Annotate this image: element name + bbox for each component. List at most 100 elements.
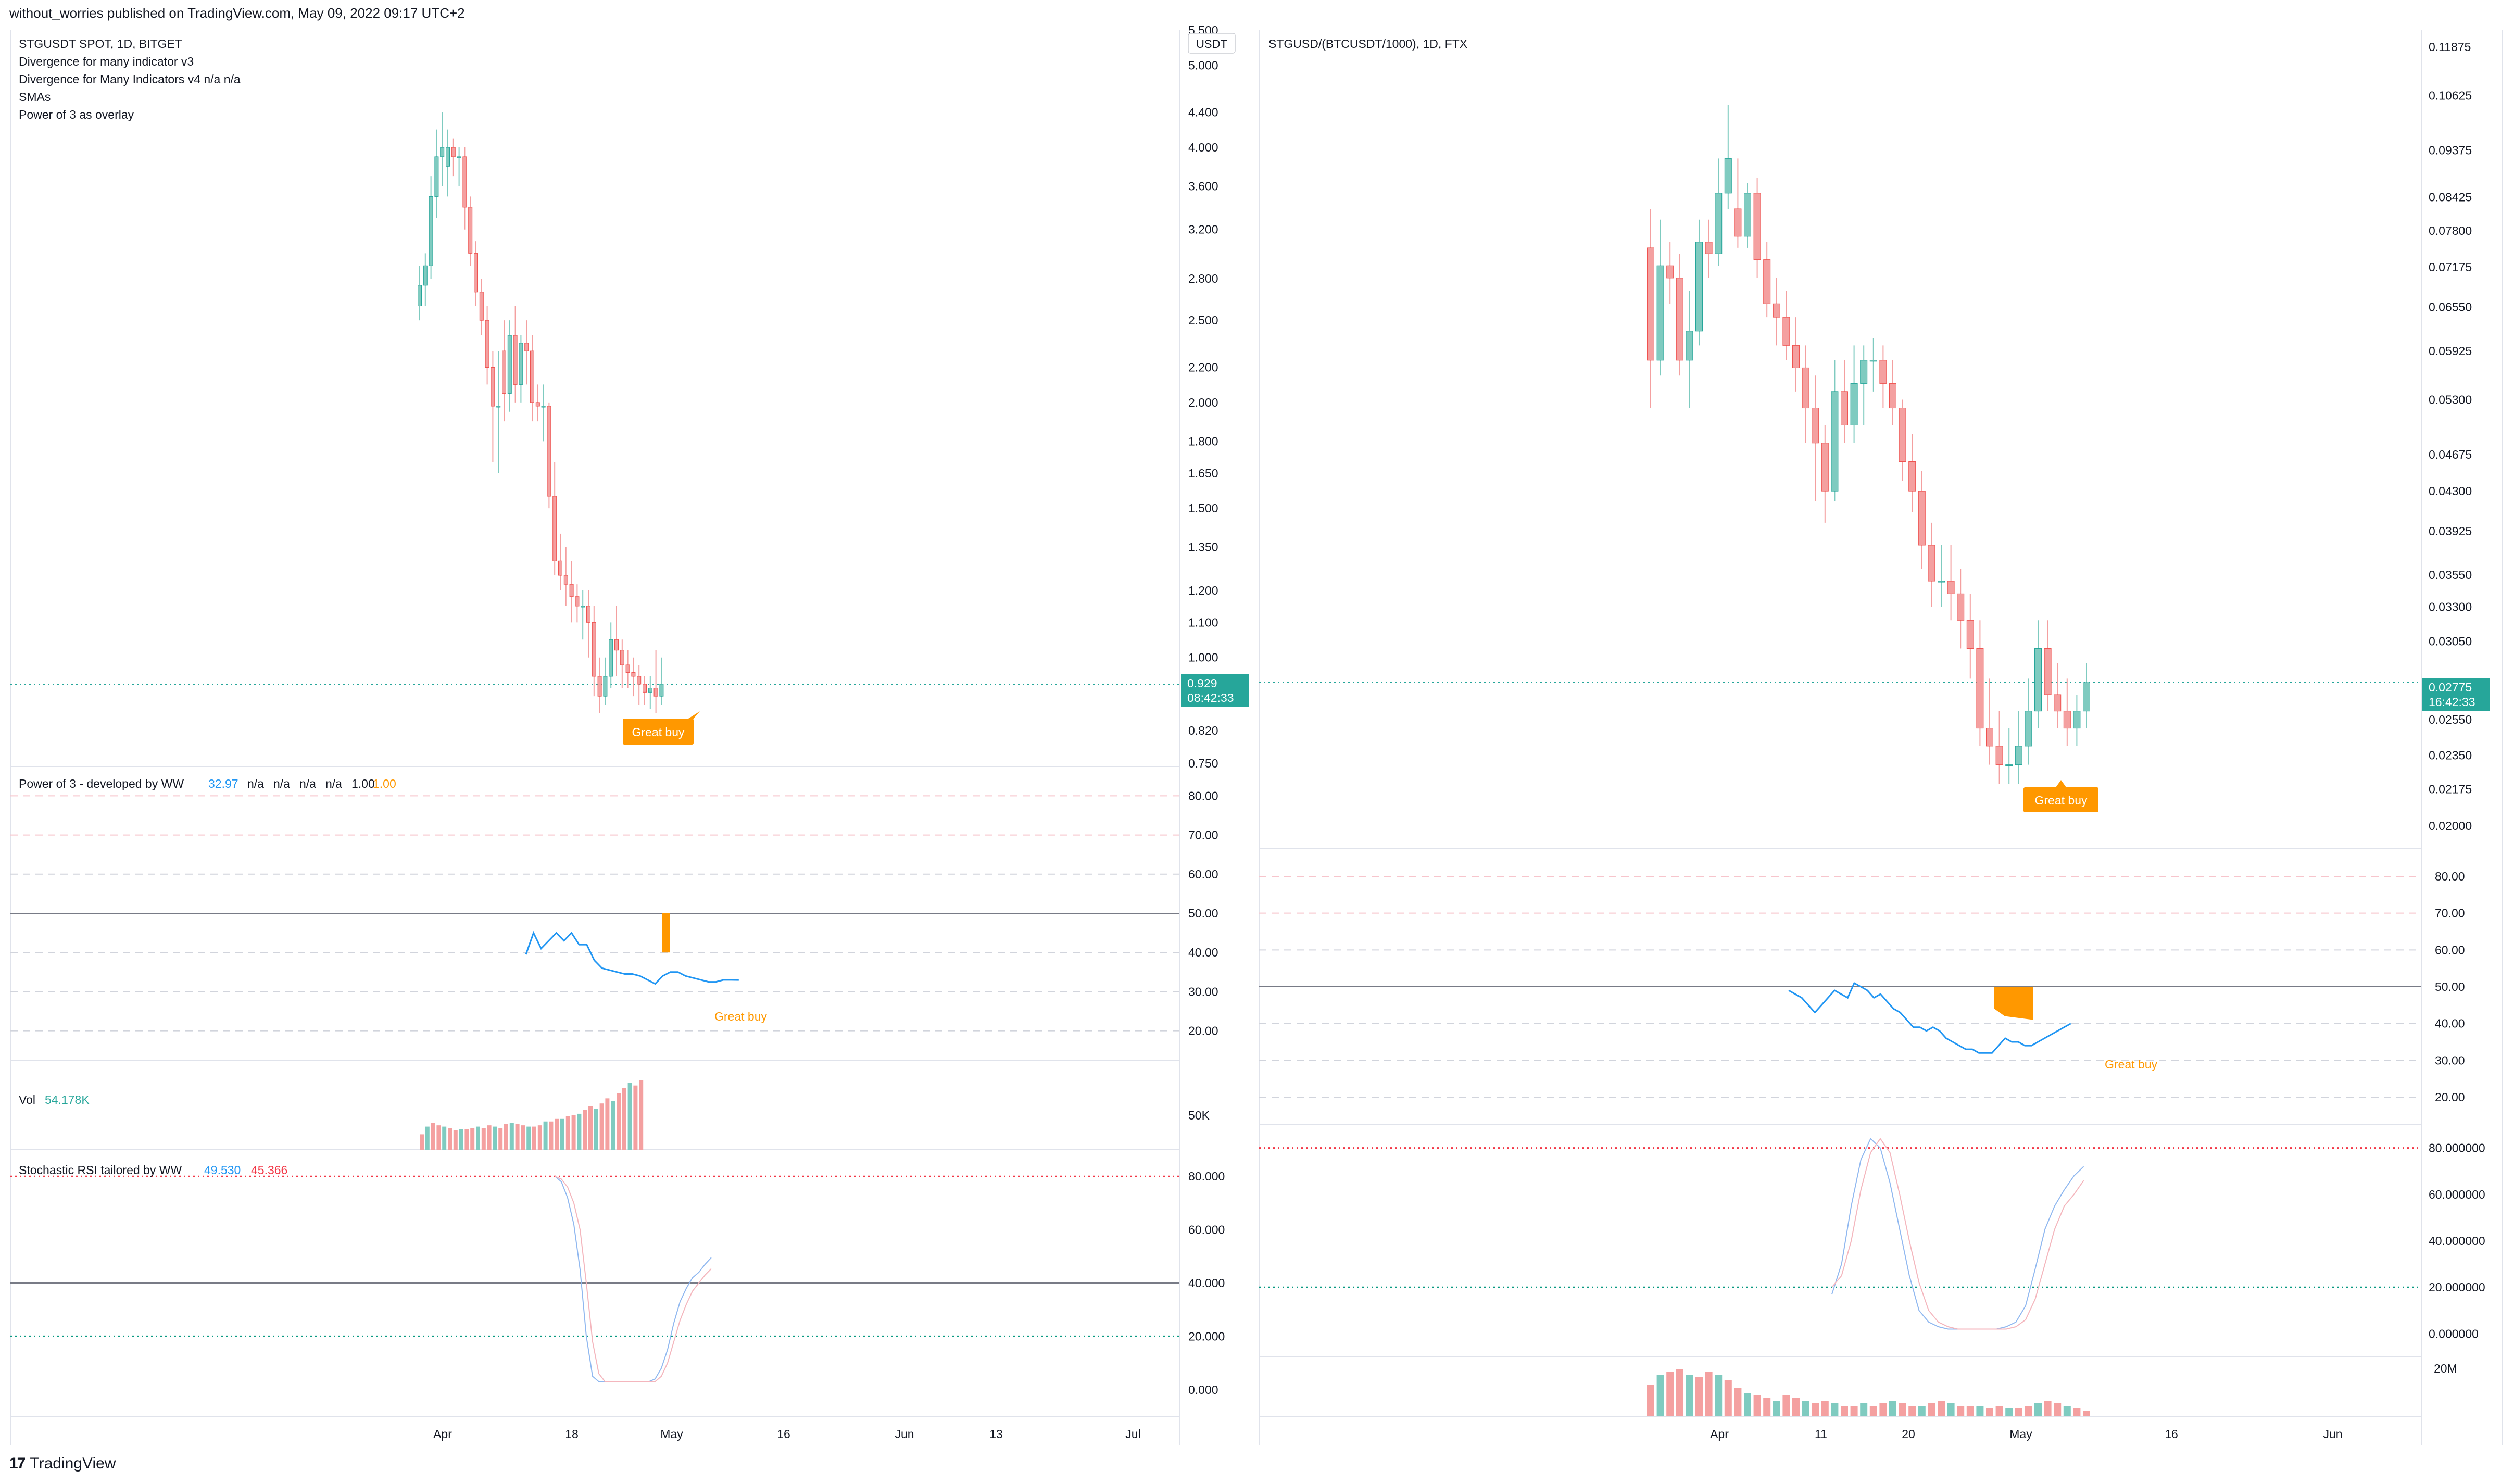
footer: 17 TradingView <box>9 1455 116 1473</box>
power-tick: 70.00 <box>1188 828 1218 842</box>
power-title: Power of 3 - developed by WW <box>19 777 184 790</box>
currency-selector[interactable]: USDT <box>1188 33 1236 54</box>
currency-label: USDT <box>1196 37 1227 51</box>
candle-body <box>1763 259 1771 304</box>
vol-bar <box>583 1110 587 1150</box>
right-great-buy-label: Great buy <box>2023 780 2098 812</box>
candle-body <box>513 335 518 385</box>
power-tick: 20.00 <box>1188 1024 1218 1038</box>
power-tick: 30.00 <box>2435 1053 2465 1067</box>
left-price-tick: 1.800 <box>1188 434 1218 448</box>
left-price-tag: 0.929 08:42:33 <box>1181 674 1249 707</box>
left-great-buy-label: Great buy <box>623 711 700 745</box>
vol-bar <box>436 1125 441 1150</box>
stoch-k-line <box>555 1176 712 1382</box>
stoch-tick: 20.000 <box>1188 1329 1225 1343</box>
left-x-tick: Jul <box>1125 1427 1140 1441</box>
vol-bar <box>1812 1403 1819 1416</box>
left-chart-layer: 5.5005.0004.4004.0003.6003.2002.8002.500… <box>10 23 1225 1441</box>
candle-body <box>1850 383 1858 425</box>
left-price-tick: 0.750 <box>1188 757 1218 770</box>
candle-body <box>592 622 596 677</box>
vol-bar <box>1802 1401 1809 1416</box>
right-x-tick: 20 <box>1902 1427 1915 1441</box>
left-legend-line: Divergence for many indicator v3 <box>19 55 194 68</box>
candle-body <box>485 320 489 368</box>
right-price-tick: 0.02175 <box>2429 783 2472 796</box>
left-price-tick: 3.200 <box>1188 223 1218 236</box>
vol-bar <box>2073 1408 2081 1416</box>
candle-body <box>418 285 422 306</box>
vol-bar <box>1734 1388 1742 1416</box>
candle-body <box>575 596 580 607</box>
candle-body <box>530 350 534 403</box>
left-price-tick: 2.200 <box>1188 361 1218 374</box>
right-power-great-buy: Great buy <box>2105 1058 2157 1071</box>
left-price-tick: 4.400 <box>1188 106 1218 119</box>
left-price-tick: 0.820 <box>1188 724 1218 737</box>
right-price-tick: 0.04300 <box>2429 484 2472 498</box>
stoch-d-line <box>1831 1138 2084 1330</box>
candle-body <box>1734 208 1742 237</box>
right-price-tick: 0.07175 <box>2429 260 2472 274</box>
vol-bar <box>622 1088 626 1150</box>
left-power-great-buy: Great buy <box>714 1010 767 1023</box>
vol-bar <box>2025 1406 2032 1416</box>
vol-bar <box>1792 1398 1800 1416</box>
right-x-tick: 11 <box>1815 1427 1827 1441</box>
vol-bar <box>498 1128 503 1150</box>
vol-bar <box>1938 1401 1945 1416</box>
left-price-tick: 1.000 <box>1188 651 1218 664</box>
vol-bar <box>504 1124 508 1150</box>
vol-bar <box>532 1126 536 1150</box>
vol-bar <box>1695 1377 1703 1416</box>
candle-body <box>1976 648 1984 729</box>
candle-body <box>1957 593 1965 621</box>
left-price-tick: 3.600 <box>1188 179 1218 193</box>
tradingview-logo-icon: 17 <box>9 1455 26 1472</box>
candle-body <box>524 343 529 351</box>
stoch-tick: 60.000000 <box>2429 1188 2485 1201</box>
power-value: 1.00 <box>373 777 396 790</box>
stoch-tick: 80.000000 <box>2429 1141 2485 1155</box>
power-signal-bar <box>662 913 670 953</box>
candle-body <box>1928 545 1935 582</box>
stoch-tick: 0.000 <box>1188 1383 1218 1397</box>
candle-body <box>1782 317 1790 346</box>
vol-bar <box>577 1113 582 1150</box>
stoch-tick: 80.000 <box>1188 1169 1225 1183</box>
vol-bar <box>481 1128 486 1150</box>
candle-body <box>659 684 664 697</box>
candle-body <box>1802 367 1809 409</box>
candle-body <box>1656 265 1664 361</box>
vol-bar <box>2034 1403 2042 1416</box>
right-chart-layer: 0.11875 0.10625 0.09375 0.08425 0.07800 0.071… <box>1259 40 2485 1441</box>
candle-body <box>625 664 630 673</box>
vol-bar <box>1676 1369 1683 1416</box>
vol-bar <box>1773 1401 1780 1416</box>
candle-body <box>1792 345 1800 368</box>
power-value: n/a <box>299 777 316 790</box>
candle-body <box>2083 682 2090 712</box>
candle-body <box>440 147 445 157</box>
candle-body <box>558 560 562 576</box>
footer-brand: TradingView <box>30 1455 116 1472</box>
right-x-tick: Apr <box>1710 1427 1729 1441</box>
vol-bar <box>1879 1403 1887 1416</box>
vol-bar <box>565 1116 570 1150</box>
stoch-d-value: 45.366 <box>251 1163 287 1177</box>
left-x-tick: Jun <box>895 1427 914 1441</box>
candle-body <box>603 676 608 697</box>
power-line <box>525 930 739 985</box>
candle-body <box>648 688 652 693</box>
candle-body <box>491 367 495 407</box>
vol-bar <box>1850 1406 1858 1416</box>
right-price-tick: 0.02350 <box>2429 749 2472 762</box>
vol-bar <box>476 1126 480 1150</box>
vol-bar <box>470 1128 475 1150</box>
left-x-tick: 18 <box>565 1427 579 1441</box>
right-price-tick: 0.03925 <box>2429 524 2472 538</box>
vol-bar <box>1889 1401 1896 1416</box>
right-x-tick: 16 <box>2165 1427 2178 1441</box>
